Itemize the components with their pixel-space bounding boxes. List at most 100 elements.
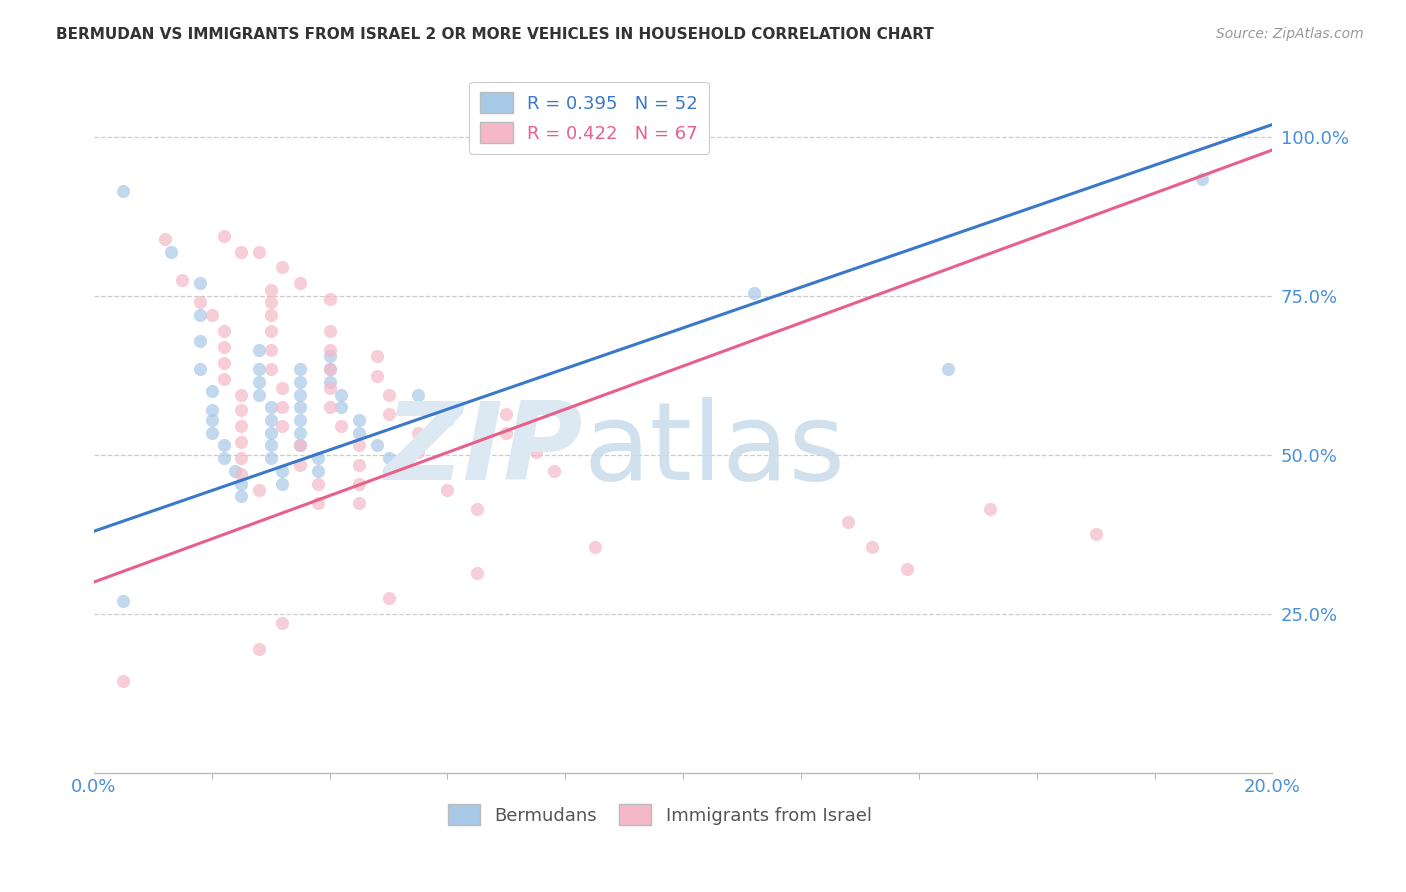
Point (406, 401, 429, 415)
Point (212, 372, 235, 386)
Point (288, 401, 311, 415)
Point (247, 387, 270, 401)
Point (188, 295, 211, 310)
Point (260, 425, 283, 440)
Point (406, 387, 429, 401)
Point (330, 387, 353, 401)
Point (1084, 527, 1107, 541)
Point (231, 403, 253, 417)
Point (377, 591, 399, 605)
Point (425, 464, 447, 478)
Point (260, 343, 283, 357)
Point (231, 387, 253, 401)
Point (377, 464, 399, 478)
Point (188, 334, 211, 348)
Point (347, 458, 370, 472)
Point (307, 464, 329, 478)
Point (212, 324, 235, 338)
Point (366, 350, 388, 364)
Text: BERMUDAN VS IMMIGRANTS FROM ISRAEL 2 OR MORE VEHICLES IN HOUSEHOLD CORRELATION C: BERMUDAN VS IMMIGRANTS FROM ISRAEL 2 OR … (56, 27, 934, 42)
Point (318, 362, 340, 376)
Point (188, 362, 211, 376)
Point (153, 232, 176, 246)
Point (212, 228, 235, 243)
Point (288, 375, 311, 389)
Point (159, 244, 181, 259)
Point (112, 184, 135, 198)
Point (188, 308, 211, 322)
Point (330, 401, 353, 415)
Point (260, 401, 283, 415)
Point (307, 476, 329, 491)
Point (347, 476, 370, 491)
Point (406, 444, 429, 458)
Point (543, 464, 565, 478)
Point (271, 419, 294, 434)
Point (742, 285, 765, 300)
Point (288, 362, 311, 376)
Point (347, 413, 370, 427)
Point (347, 438, 370, 452)
Legend: Bermudans, Immigrants from Israel: Bermudans, Immigrants from Israel (440, 797, 879, 832)
Point (288, 438, 311, 452)
Point (271, 616, 294, 631)
Point (247, 641, 270, 656)
Point (436, 413, 458, 427)
Point (318, 401, 340, 415)
Point (271, 464, 294, 478)
Point (231, 467, 253, 481)
Point (260, 324, 283, 338)
Point (260, 413, 283, 427)
Point (495, 407, 517, 421)
Point (112, 673, 135, 688)
Point (288, 277, 311, 291)
Point (366, 438, 388, 452)
Point (260, 451, 283, 466)
Point (377, 451, 399, 466)
Point (366, 368, 388, 383)
Point (318, 343, 340, 357)
Point (271, 260, 294, 275)
Point (583, 540, 606, 554)
Point (347, 425, 370, 440)
Point (896, 562, 918, 576)
Point (172, 273, 194, 287)
Point (307, 495, 329, 509)
Point (318, 362, 340, 376)
Point (212, 340, 235, 354)
Point (330, 419, 353, 434)
Point (271, 401, 294, 415)
Point (224, 464, 246, 478)
Point (231, 244, 253, 259)
Point (231, 419, 253, 434)
Point (377, 407, 399, 421)
Point (212, 451, 235, 466)
Point (860, 540, 883, 554)
Point (260, 295, 283, 310)
Point (318, 293, 340, 307)
Point (979, 502, 1001, 516)
Point (271, 476, 294, 491)
Point (247, 362, 270, 376)
Point (188, 277, 211, 291)
Point (318, 350, 340, 364)
Point (231, 489, 253, 503)
Point (112, 594, 135, 608)
Point (837, 515, 859, 529)
Point (201, 308, 224, 322)
Point (260, 438, 283, 452)
Point (465, 566, 488, 580)
Point (495, 425, 517, 440)
Text: atlas: atlas (583, 397, 845, 503)
Point (288, 458, 311, 472)
Point (231, 476, 253, 491)
Text: Source: ZipAtlas.com: Source: ZipAtlas.com (1216, 27, 1364, 41)
Point (201, 425, 224, 440)
Point (201, 413, 224, 427)
Text: ZIP: ZIP (385, 397, 583, 503)
Point (260, 283, 283, 297)
Point (247, 375, 270, 389)
Point (231, 451, 253, 466)
Point (247, 483, 270, 497)
Point (288, 438, 311, 452)
